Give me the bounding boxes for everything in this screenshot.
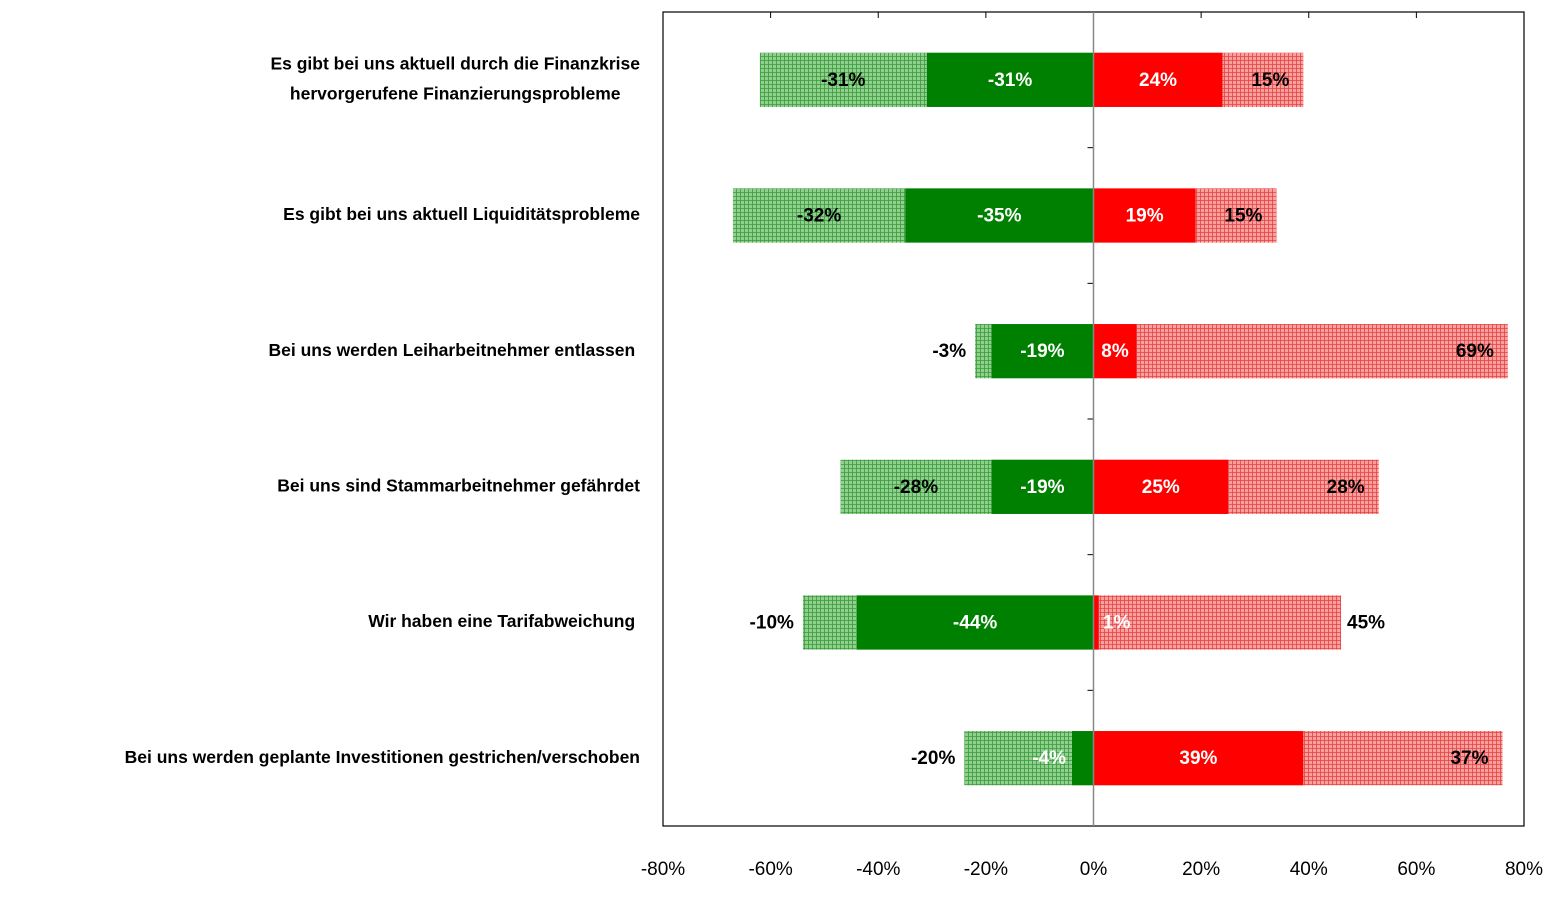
data-label: -19% [1020,341,1064,362]
x-tick-label: 60% [1397,859,1435,880]
x-tick-label: 20% [1182,859,1220,880]
data-label: 15% [1224,206,1262,227]
data-label: -10% [750,613,794,634]
bar-segment [1093,459,1229,514]
data-label: -35% [977,206,1021,227]
category-label: Bei uns werden geplante Investitionen ge… [125,747,640,767]
bar-segment [1093,731,1304,786]
data-label: 28% [1327,477,1365,498]
data-label: 37% [1450,748,1488,769]
bar-segment [926,52,1094,107]
category-label: Bei uns sind Stammarbeitnehmer gefährdet [277,475,640,495]
x-tick-label: -40% [856,859,900,880]
data-label: 24% [1139,70,1177,91]
x-tick-label: 40% [1290,859,1328,880]
data-label: -31% [821,70,865,91]
data-label: 39% [1179,748,1217,769]
data-label: -44% [953,613,997,634]
category-label: Es gibt bei uns aktuell durch die Finanz… [270,53,640,73]
bar-segment [1093,324,1137,379]
category-label: Bei uns werden Leiharbeitnehmer entlasse… [269,340,641,360]
bar-segment [856,595,1094,650]
x-tick-label: 0% [1080,859,1108,880]
data-label: -3% [932,341,966,362]
data-label: 8% [1101,341,1129,362]
bar-segment [1195,188,1277,243]
bar-segment [1093,595,1099,650]
bar-segment [991,459,1094,514]
data-label: 25% [1142,477,1180,498]
x-tick-label: -60% [748,859,792,880]
bar-segment [964,731,1072,786]
data-label: 15% [1251,70,1289,91]
category-label: hervorgerufene Finanzierungsprobleme [290,83,621,103]
bar-segment [1228,459,1379,514]
data-label: 19% [1126,206,1164,227]
bar-segment [1093,52,1223,107]
data-label: 1% [1103,613,1131,634]
x-tick-label: 80% [1505,859,1543,880]
bar-segment [1136,324,1508,379]
bar-segment [1303,731,1503,786]
x-tick-label: -20% [964,859,1008,880]
bar-segment [991,324,1094,379]
data-label: -19% [1020,477,1064,498]
category-label: Es gibt bei uns aktuell Liquiditätsprobl… [283,204,640,224]
data-label: -31% [988,70,1032,91]
category-label: Wir haben eine Tarifabweichung [368,611,640,631]
bar-segment [1098,595,1342,650]
data-label: 69% [1456,341,1494,362]
bar-segment [975,324,992,379]
data-label: -4% [1032,748,1066,769]
bar-segment [1222,52,1304,107]
x-tick-label: -80% [641,859,685,880]
bar-segment [1093,188,1196,243]
data-label: -32% [797,206,841,227]
bar-segment [802,595,857,650]
data-label: -20% [911,748,955,769]
data-label: -28% [894,477,938,498]
bar-segment [732,188,906,243]
bar-segment [905,188,1094,243]
bar-segment [840,459,992,514]
data-label: 45% [1347,613,1385,634]
bar-segment [1071,731,1094,786]
bar-segment [759,52,927,107]
